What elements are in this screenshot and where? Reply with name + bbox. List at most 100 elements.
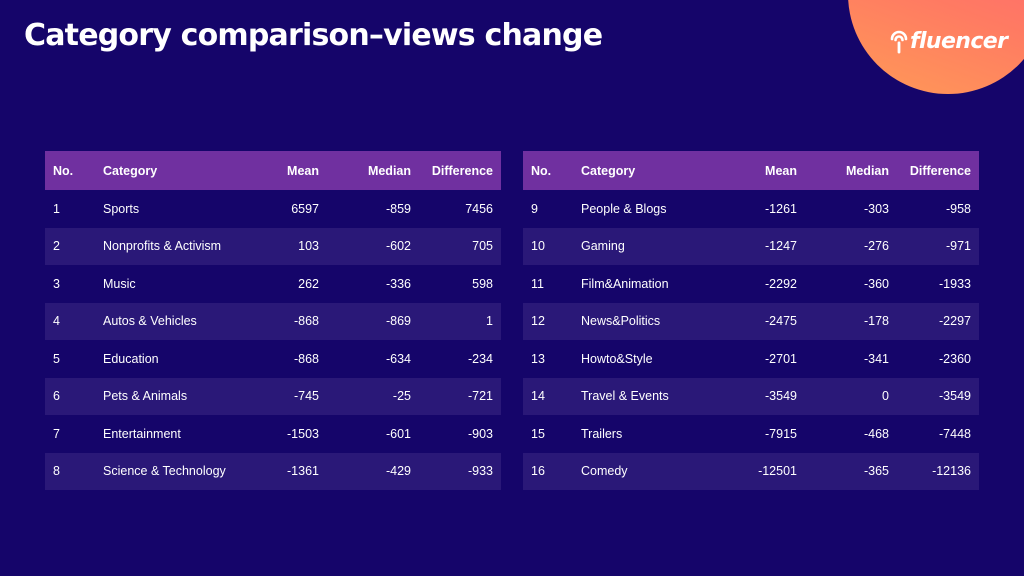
header-difference: Difference [897, 151, 979, 190]
cell-mean: 262 [261, 265, 327, 303]
cell-mean: -2701 [739, 340, 805, 378]
cell-category: People & Blogs [573, 190, 739, 228]
cell-median: -336 [327, 265, 419, 303]
cell-mean: -1247 [739, 227, 805, 265]
cell-category: Autos & Vehicles [95, 302, 261, 340]
table-row: 3 Music 262 -336 598 [45, 265, 501, 303]
cell-no: 3 [45, 265, 95, 303]
cell-no: 11 [523, 265, 573, 303]
cell-category: News&Politics [573, 302, 739, 340]
table-row: 5 Education -868 -634 -234 [45, 340, 501, 378]
header-category: Category [95, 151, 261, 190]
page-title: Category comparison–views change [24, 18, 603, 53]
cell-category: Education [95, 340, 261, 378]
header-median: Median [327, 151, 419, 190]
cell-median: -869 [327, 302, 419, 340]
cell-median: 0 [805, 377, 897, 415]
cell-difference: -3549 [897, 377, 979, 415]
cell-category: Film&Animation [573, 265, 739, 303]
cell-median: -341 [805, 340, 897, 378]
header-mean: Mean [739, 151, 805, 190]
cell-difference: -234 [419, 340, 501, 378]
header-difference: Difference [419, 151, 501, 190]
table-row: 4 Autos & Vehicles -868 -869 1 [45, 302, 501, 340]
cell-mean: -868 [261, 340, 327, 378]
cell-difference: -2360 [897, 340, 979, 378]
cell-difference: -903 [419, 415, 501, 453]
cell-mean: -1503 [261, 415, 327, 453]
table-row: 13 Howto&Style -2701 -341 -2360 [523, 340, 979, 378]
logo: fluencer [889, 24, 1008, 58]
cell-no: 12 [523, 302, 573, 340]
cell-difference: -933 [419, 452, 501, 490]
cell-no: 9 [523, 190, 573, 228]
header-median: Median [805, 151, 897, 190]
cell-no: 6 [45, 377, 95, 415]
cell-category: Music [95, 265, 261, 303]
cell-mean: -12501 [739, 452, 805, 490]
table-row: 15 Trailers -7915 -468 -7448 [523, 415, 979, 453]
cell-no: 1 [45, 190, 95, 228]
cell-difference: 1 [419, 302, 501, 340]
header-category: Category [573, 151, 739, 190]
table-row: 1 Sports 6597 -859 7456 [45, 190, 501, 228]
table-row: 10 Gaming -1247 -276 -971 [523, 227, 979, 265]
cell-difference: 705 [419, 227, 501, 265]
cell-difference: -2297 [897, 302, 979, 340]
cell-category: Travel & Events [573, 377, 739, 415]
cell-no: 10 [523, 227, 573, 265]
cell-median: -601 [327, 415, 419, 453]
cell-mean: -3549 [739, 377, 805, 415]
cell-no: 2 [45, 227, 95, 265]
cell-no: 13 [523, 340, 573, 378]
cell-median: -365 [805, 452, 897, 490]
table-header-row: No. Category Mean Median Difference [523, 151, 979, 190]
cell-mean: -868 [261, 302, 327, 340]
cell-median: -276 [805, 227, 897, 265]
cell-median: -303 [805, 190, 897, 228]
category-table-left: No. Category Mean Median Difference 1 Spo… [45, 151, 501, 490]
cell-median: -602 [327, 227, 419, 265]
cell-median: -429 [327, 452, 419, 490]
cell-difference: 598 [419, 265, 501, 303]
table-row: 8 Science & Technology -1361 -429 -933 [45, 452, 501, 490]
cell-mean: -2475 [739, 302, 805, 340]
table-header-row: No. Category Mean Median Difference [45, 151, 501, 190]
cell-difference: -971 [897, 227, 979, 265]
cell-category: Gaming [573, 227, 739, 265]
cell-mean: 103 [261, 227, 327, 265]
cell-median: -178 [805, 302, 897, 340]
category-table-right: No. Category Mean Median Difference 9 Peo… [523, 151, 979, 490]
cell-category: Howto&Style [573, 340, 739, 378]
cell-category: Sports [95, 190, 261, 228]
cell-median: -25 [327, 377, 419, 415]
cell-no: 15 [523, 415, 573, 453]
cell-median: -360 [805, 265, 897, 303]
table-row: 12 News&Politics -2475 -178 -2297 [523, 302, 979, 340]
cell-mean: -7915 [739, 415, 805, 453]
table-row: 7 Entertainment -1503 -601 -903 [45, 415, 501, 453]
cell-category: Pets & Animals [95, 377, 261, 415]
table-row: 14 Travel & Events -3549 0 -3549 [523, 377, 979, 415]
cell-mean: -2292 [739, 265, 805, 303]
cell-no: 16 [523, 452, 573, 490]
cell-no: 7 [45, 415, 95, 453]
signal-waves-icon [890, 30, 908, 54]
cell-category: Comedy [573, 452, 739, 490]
cell-difference: -1933 [897, 265, 979, 303]
cell-difference: -721 [419, 377, 501, 415]
cell-category: Science & Technology [95, 452, 261, 490]
cell-difference: -958 [897, 190, 979, 228]
cell-no: 14 [523, 377, 573, 415]
header-no: No. [523, 151, 573, 190]
cell-difference: 7456 [419, 190, 501, 228]
cell-median: -859 [327, 190, 419, 228]
header-mean: Mean [261, 151, 327, 190]
table-row: 2 Nonprofits & Activism 103 -602 705 [45, 227, 501, 265]
cell-mean: -745 [261, 377, 327, 415]
cell-no: 8 [45, 452, 95, 490]
header-no: No. [45, 151, 95, 190]
cell-median: -468 [805, 415, 897, 453]
cell-no: 4 [45, 302, 95, 340]
cell-difference: -12136 [897, 452, 979, 490]
